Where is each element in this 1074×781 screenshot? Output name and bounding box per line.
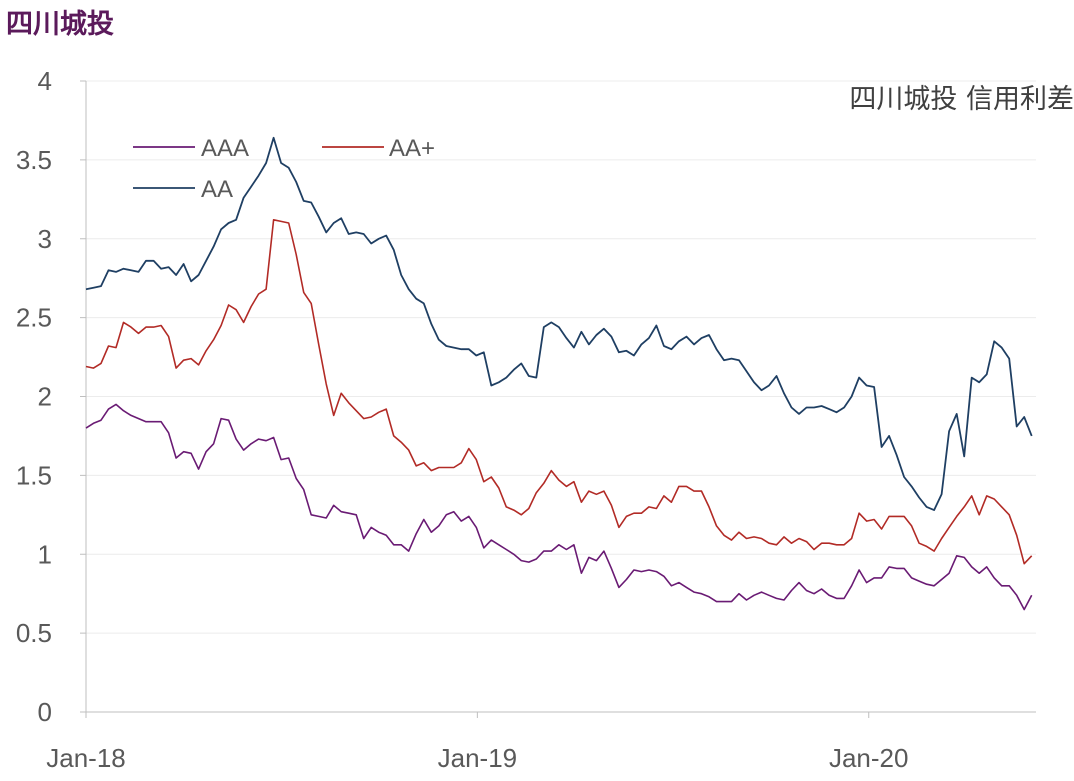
x-tick-label: Jan-20 bbox=[829, 743, 909, 773]
y-tick-label: 3.5 bbox=[16, 145, 52, 175]
series-line-aaa bbox=[85, 403, 1033, 611]
series-lines bbox=[85, 136, 1033, 611]
legend-label-aaa: AAA bbox=[201, 135, 249, 162]
y-tick-label: 1 bbox=[38, 539, 52, 569]
x-tick-labels: Jan-18 Jan-19 Jan-20 bbox=[46, 743, 908, 773]
x-tick-label: Jan-18 bbox=[46, 743, 126, 773]
y-tick-label: 0 bbox=[38, 697, 52, 727]
y-tick-labels: 0 0.5 1 1.5 2 2.5 3 3.5 4 bbox=[16, 66, 52, 727]
axes bbox=[80, 80, 1036, 718]
series-line-aa-plus bbox=[85, 219, 1033, 565]
y-tick-label: 1.5 bbox=[16, 460, 52, 490]
y-tick-label: 2 bbox=[38, 382, 52, 412]
legend: AAA AA+ AA bbox=[133, 135, 435, 203]
x-tick-label: Jan-19 bbox=[438, 743, 518, 773]
y-tick-label: 3 bbox=[38, 224, 52, 254]
y-tick-label: 0.5 bbox=[16, 618, 52, 648]
legend-label-aa: AA bbox=[201, 176, 233, 203]
gridlines bbox=[86, 80, 1036, 634]
series-line-aa bbox=[85, 136, 1033, 511]
page-title: 四川城投 bbox=[6, 9, 114, 40]
chart-title: 四川城投 信用利差 bbox=[849, 84, 1074, 115]
legend-label-aa-plus: AA+ bbox=[389, 135, 435, 162]
y-tick-label: 2.5 bbox=[16, 303, 52, 333]
y-tick-label: 4 bbox=[38, 66, 52, 96]
